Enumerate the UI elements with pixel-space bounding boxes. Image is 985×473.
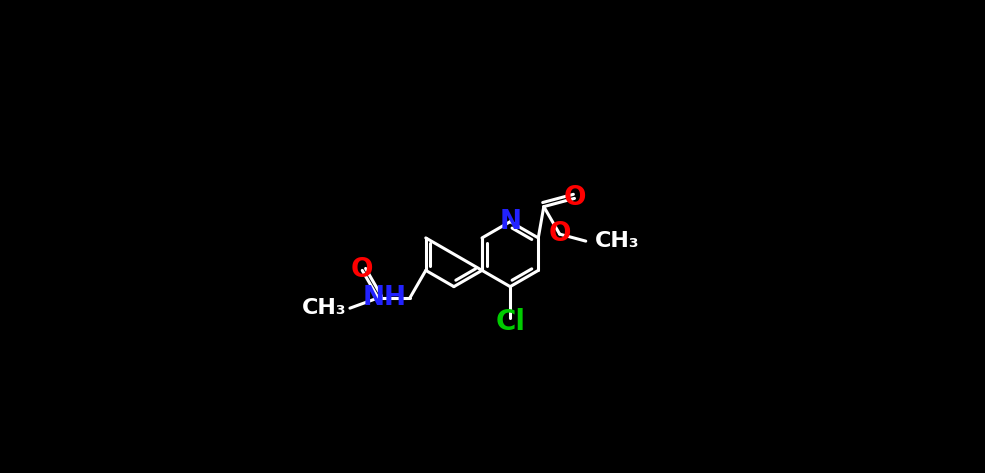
Text: CH₃: CH₃ xyxy=(301,298,347,318)
Text: O: O xyxy=(563,185,586,211)
Text: Cl: Cl xyxy=(495,308,525,336)
Text: CH₃: CH₃ xyxy=(595,231,639,251)
Text: N: N xyxy=(499,209,521,235)
Text: O: O xyxy=(549,221,571,247)
Text: NH: NH xyxy=(362,285,407,311)
Text: O: O xyxy=(351,257,373,283)
